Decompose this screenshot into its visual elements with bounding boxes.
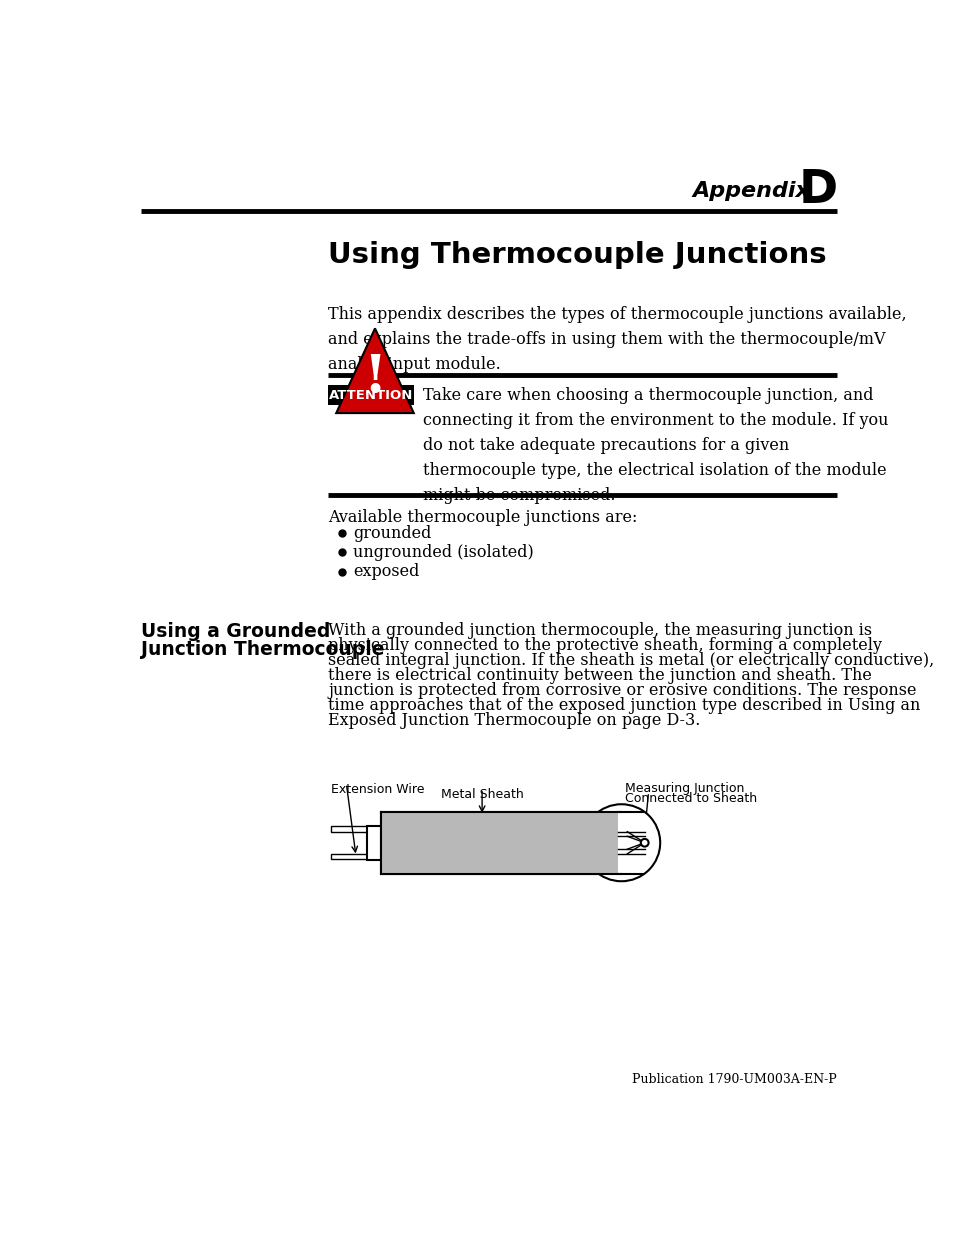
Text: !: ! — [363, 352, 386, 403]
Text: Appendix: Appendix — [692, 180, 818, 200]
Text: Using Thermocouple Junctions: Using Thermocouple Junctions — [328, 241, 826, 268]
Text: Publication 1790-UM003A-EN-P: Publication 1790-UM003A-EN-P — [632, 1073, 836, 1087]
Text: Exposed Junction Thermocouple on page D-3.: Exposed Junction Thermocouple on page D-… — [328, 711, 700, 729]
Polygon shape — [335, 329, 414, 412]
Text: physically connected to the protective sheath, forming a completely: physically connected to the protective s… — [328, 637, 882, 653]
Text: Connected to Sheath: Connected to Sheath — [624, 792, 757, 804]
Circle shape — [582, 804, 659, 882]
Text: ATTENTION: ATTENTION — [329, 389, 413, 401]
Text: Take care when choosing a thermocouple junction, and
connecting it from the envi: Take care when choosing a thermocouple j… — [422, 387, 887, 504]
Text: exposed: exposed — [353, 563, 419, 580]
Text: Available thermocouple junctions are:: Available thermocouple junctions are: — [328, 509, 638, 526]
Text: This appendix describes the types of thermocouple junctions available,
and expla: This appendix describes the types of the… — [328, 306, 906, 373]
Text: Extension Wire: Extension Wire — [331, 783, 424, 797]
Text: junction is protected from corrosive or erosive conditions. The response: junction is protected from corrosive or … — [328, 682, 916, 699]
FancyBboxPatch shape — [367, 826, 381, 860]
FancyBboxPatch shape — [331, 826, 381, 832]
Text: D: D — [798, 168, 837, 214]
FancyBboxPatch shape — [328, 385, 414, 405]
Text: grounded: grounded — [353, 525, 431, 542]
Text: there is electrical continuity between the junction and sheath. The: there is electrical continuity between t… — [328, 667, 871, 684]
FancyBboxPatch shape — [381, 811, 620, 873]
Text: ungrounded (isolated): ungrounded (isolated) — [353, 543, 534, 561]
Text: Measuring Junction: Measuring Junction — [624, 782, 744, 794]
Text: Using a Grounded: Using a Grounded — [141, 621, 330, 641]
Text: time approaches that of the exposed junction type described in Using an: time approaches that of the exposed junc… — [328, 697, 920, 714]
Text: With a grounded junction thermocouple, the measuring junction is: With a grounded junction thermocouple, t… — [328, 621, 872, 638]
Circle shape — [640, 839, 648, 846]
Text: sealed integral junction. If the sheath is metal (or electrically conductive),: sealed integral junction. If the sheath … — [328, 652, 934, 669]
Text: Metal Sheath: Metal Sheath — [440, 788, 523, 802]
FancyBboxPatch shape — [331, 853, 381, 860]
FancyBboxPatch shape — [381, 811, 617, 873]
Text: Junction Thermocouple: Junction Thermocouple — [141, 640, 384, 659]
